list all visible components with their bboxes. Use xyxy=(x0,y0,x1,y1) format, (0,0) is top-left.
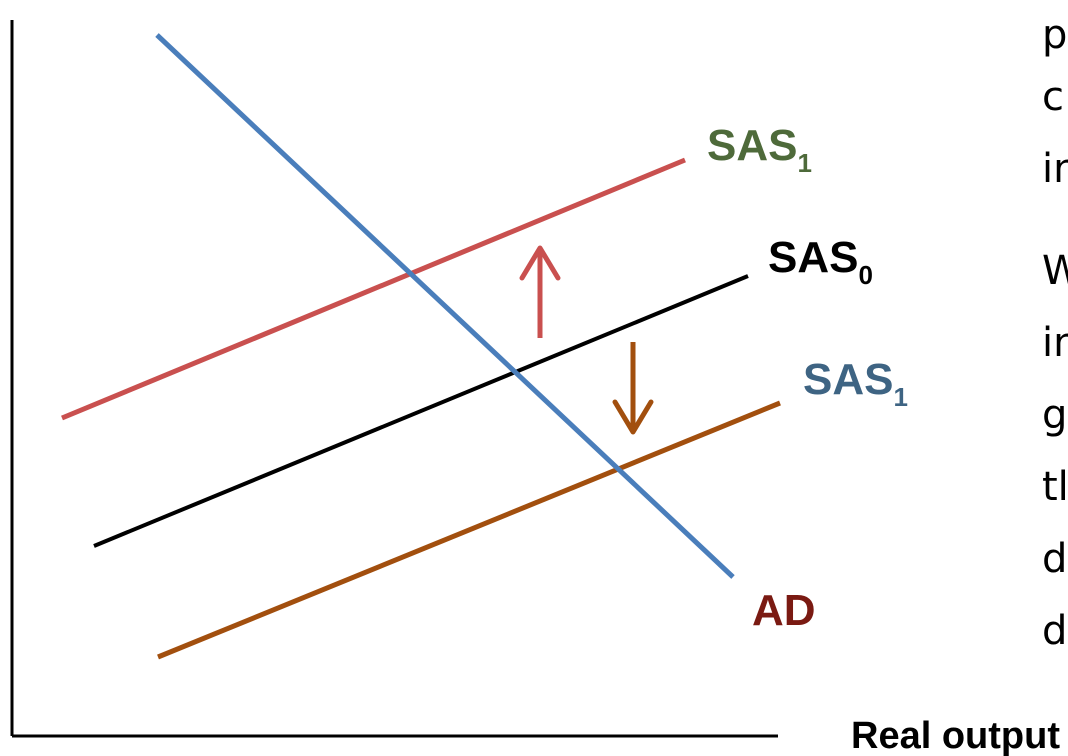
shift-up-arrow xyxy=(519,245,561,338)
sas1-lower-label-main: SAS xyxy=(803,355,893,404)
shift-down-arrow-head xyxy=(612,399,654,435)
sas1-lower-line xyxy=(157,400,781,660)
side-text-fragment: d xyxy=(1042,608,1067,654)
sas1-upper-line xyxy=(61,157,686,421)
sas1-lower-label: SAS1 xyxy=(803,355,908,412)
sas0-label-subscript: 0 xyxy=(858,260,872,290)
sas0-label-main: SAS xyxy=(768,233,858,282)
ad-label: AD xyxy=(752,586,816,635)
sas1-lower-label-subscript: 1 xyxy=(893,382,907,412)
side-text-fragment: W xyxy=(1042,248,1068,294)
ad-line xyxy=(155,33,735,579)
side-text-fragment: p xyxy=(1042,12,1067,58)
side-text-fragment: in xyxy=(1042,146,1068,192)
shift-up-arrow-head xyxy=(519,245,561,281)
side-text-column: pc in Win g tl dd xyxy=(1042,12,1068,654)
sas1-upper-label-main: SAS xyxy=(707,121,797,170)
shift-down-arrow xyxy=(612,342,654,435)
sas0-line xyxy=(93,274,749,548)
side-text-fragment: g xyxy=(1042,392,1067,438)
side-text-fragment: in xyxy=(1042,320,1068,366)
sas1-upper-label: SAS1 xyxy=(707,121,812,178)
side-text-fragment: c xyxy=(1042,74,1064,120)
sas1-upper-label-subscript: 1 xyxy=(797,148,811,178)
side-text-fragment: tl xyxy=(1042,464,1068,510)
side-text-fragment: d xyxy=(1042,536,1067,582)
sas0-label: SAS0 xyxy=(768,233,873,290)
x-axis-label: Real output xyxy=(851,715,1060,756)
